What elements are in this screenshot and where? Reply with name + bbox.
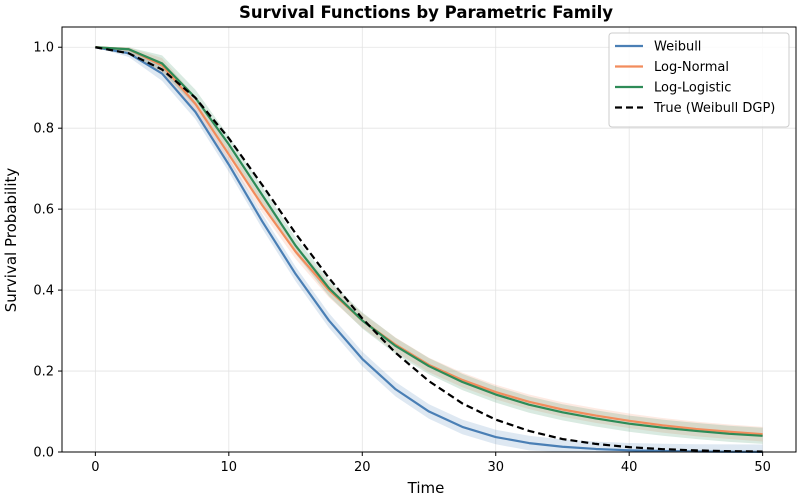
x-tick-label: 50 [754, 460, 771, 475]
chart-title: Survival Functions by Parametric Family [239, 3, 613, 22]
plot-area-frame [61, 26, 797, 453]
weibull-line [95, 46, 763, 453]
y-tick-label: 0.6 [33, 203, 54, 218]
x-tick-label: 30 [487, 460, 504, 475]
x-tick-label: 0 [91, 460, 99, 475]
x-tick-label: 10 [221, 460, 238, 475]
legend-label-log-normal: Log-Normal [654, 60, 729, 75]
log-normal-band [95, 47, 763, 442]
series-lines [95, 46, 763, 453]
legend-label-log-logistic: Log-Logistic [654, 81, 731, 96]
y-tick-label: 0.2 [33, 365, 54, 380]
legend-label-weibull: Weibull [654, 40, 701, 55]
legend-box [608, 32, 790, 128]
true-weibull-dgp-line [95, 46, 763, 453]
y-axis-ticks: 0.0 0.2 0.4 0.6 0.8 1.0 [33, 41, 62, 461]
y-tick-label: 0.0 [33, 446, 54, 461]
x-axis-ticks: 0 10 20 30 40 50 [91, 452, 771, 475]
x-axis-label: Time [407, 479, 445, 497]
y-axis-label: Survival Probability [2, 168, 20, 313]
legend-label-true-weibull-dgp: True (Weibull DGP) [653, 101, 775, 116]
log-logistic-line [95, 46, 763, 437]
legend: Weibull Log-Normal Log-Logistic True (Weibu… [608, 32, 790, 128]
x-tick-label: 40 [621, 460, 638, 475]
y-tick-label: 0.4 [33, 284, 54, 299]
x-tick-label: 20 [354, 460, 371, 475]
y-tick-label: 1.0 [33, 41, 54, 56]
y-tick-label: 0.8 [33, 122, 54, 137]
